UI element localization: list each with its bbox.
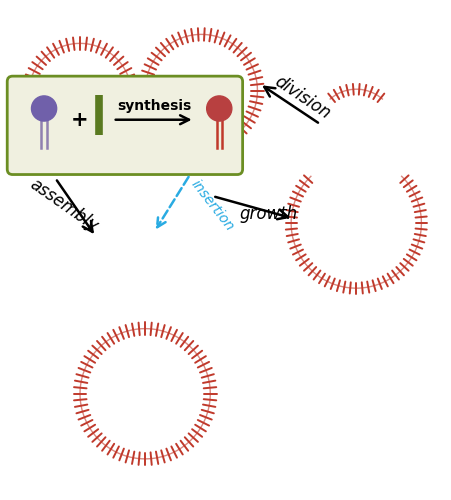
Circle shape — [206, 96, 231, 121]
Text: synthesis: synthesis — [117, 99, 191, 113]
Circle shape — [32, 96, 56, 121]
Text: growth: growth — [239, 205, 297, 223]
Text: +: + — [71, 110, 88, 130]
Text: assembly: assembly — [26, 175, 101, 235]
Text: insertion: insertion — [188, 177, 236, 234]
Text: division: division — [271, 72, 333, 122]
FancyBboxPatch shape — [7, 76, 242, 174]
